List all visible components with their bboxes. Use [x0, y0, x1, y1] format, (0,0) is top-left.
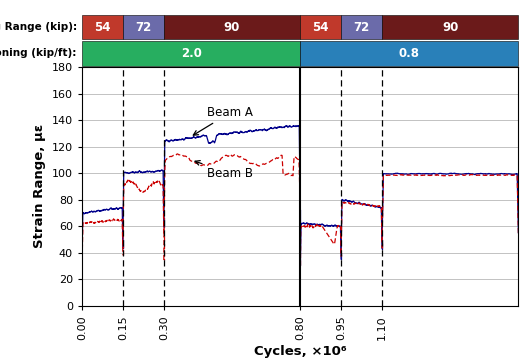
Text: 54: 54 [313, 21, 329, 34]
Text: 90: 90 [224, 21, 240, 34]
X-axis label: Cycles, ×10⁶: Cycles, ×10⁶ [254, 345, 346, 358]
Text: Beam A: Beam A [193, 106, 253, 135]
Bar [341, 15, 382, 39]
Text: Loading Range (kip):: Loading Range (kip): [0, 22, 77, 32]
Bar [123, 15, 164, 39]
Text: Beam B: Beam B [195, 161, 253, 180]
Text: Post-tensioning (kip/ft):: Post-tensioning (kip/ft): [0, 48, 77, 58]
Y-axis label: Strain Range, με: Strain Range, με [33, 125, 46, 248]
Text: 2.0: 2.0 [181, 47, 202, 60]
Bar [82, 15, 123, 39]
Bar [82, 41, 300, 66]
Bar [164, 15, 300, 39]
Text: 72: 72 [353, 21, 370, 34]
Text: 54: 54 [94, 21, 111, 34]
Text: 0.8: 0.8 [399, 47, 420, 60]
Text: 72: 72 [135, 21, 151, 34]
Bar [382, 15, 518, 39]
Bar [300, 41, 518, 66]
Bar [300, 15, 341, 39]
Text: 90: 90 [442, 21, 459, 34]
